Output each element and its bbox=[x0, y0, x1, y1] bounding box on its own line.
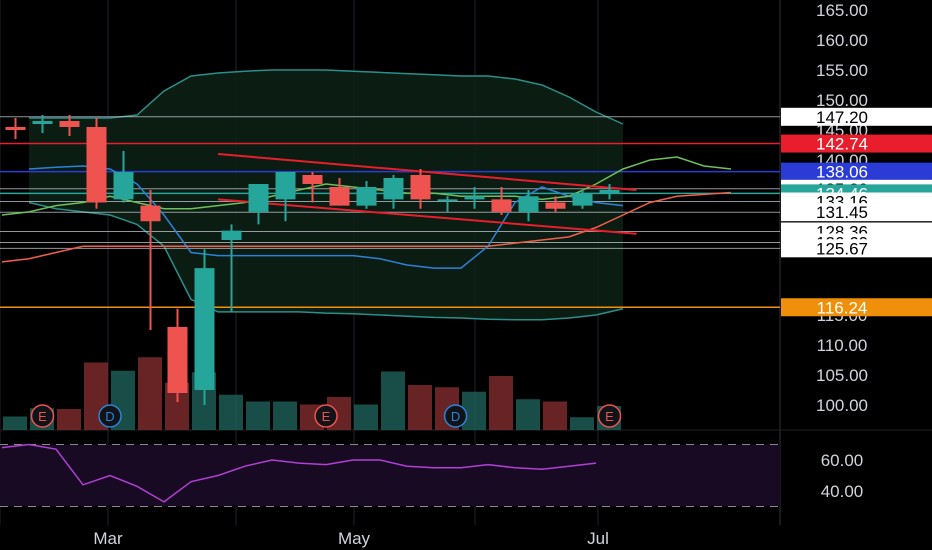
price-level-tags: 147.20142.74138.06135.20134.46133.16131.… bbox=[781, 107, 932, 317]
event-marker-label: E bbox=[38, 409, 47, 424]
candlestick-series bbox=[5, 115, 620, 405]
candle-body bbox=[5, 127, 26, 130]
price-tick-label: 160.00 bbox=[816, 31, 868, 50]
candle-body bbox=[140, 205, 161, 222]
rsi-band-fill bbox=[0, 444, 780, 507]
volume-bar bbox=[57, 409, 81, 430]
trend-channel bbox=[217, 153, 637, 235]
price-tag bbox=[781, 203, 932, 222]
candle-body bbox=[410, 175, 431, 200]
candle-body bbox=[572, 193, 593, 206]
candle-body bbox=[113, 172, 134, 200]
price-tick-label: 155.00 bbox=[816, 61, 868, 80]
candle-body bbox=[464, 196, 485, 200]
candle-body bbox=[383, 178, 404, 200]
volume-bar bbox=[354, 404, 378, 430]
trend-line bbox=[217, 198, 637, 235]
rsi-line bbox=[1, 443, 597, 503]
volume-bar bbox=[570, 417, 594, 430]
candle-body bbox=[491, 199, 512, 212]
price-tick-label: 105.00 bbox=[816, 366, 868, 385]
price-tag-label: 138.06 bbox=[816, 163, 868, 182]
event-marker-label: E bbox=[605, 409, 614, 424]
candle-body bbox=[437, 199, 458, 202]
moving-average-orange bbox=[1, 191, 732, 263]
price-tag-label: 116.24 bbox=[817, 298, 868, 317]
price-tag-label: 131.45 bbox=[816, 203, 868, 222]
event-marker-label: E bbox=[322, 409, 331, 424]
time-tick-label: May bbox=[338, 529, 371, 548]
volume-bar bbox=[516, 399, 540, 430]
candle-body bbox=[302, 175, 323, 184]
rsi-tick-label: 40.00 bbox=[821, 482, 864, 501]
volume-bar bbox=[138, 357, 162, 430]
candle-body bbox=[275, 172, 296, 200]
candle-body bbox=[545, 202, 566, 209]
time-axis: Mar May Jul bbox=[93, 529, 609, 548]
volume-bar bbox=[246, 401, 270, 430]
volume-bar bbox=[3, 416, 27, 430]
candle-body bbox=[32, 121, 53, 124]
candle-body bbox=[86, 127, 107, 203]
volume-bar bbox=[408, 385, 432, 430]
volume-bar bbox=[489, 376, 513, 430]
event-marker[interactable] bbox=[443, 404, 468, 428]
rsi-panel: 60.00 40.00 bbox=[0, 443, 864, 507]
bollinger-upper-line bbox=[29, 69, 624, 125]
event-marker[interactable] bbox=[30, 404, 55, 428]
price-tag-label: 142.74 bbox=[816, 135, 868, 154]
event-marker[interactable] bbox=[98, 404, 122, 428]
candle-body bbox=[329, 187, 350, 206]
volume-bar bbox=[219, 394, 243, 430]
price-tag-label: 147.20 bbox=[816, 108, 868, 127]
event-marker[interactable] bbox=[314, 404, 338, 428]
time-tick-label: Mar bbox=[93, 529, 123, 548]
price-tag bbox=[781, 107, 932, 126]
price-tick-label: 165.00 bbox=[816, 1, 868, 20]
candle-body bbox=[167, 327, 188, 393]
rsi-tick-label: 60.00 bbox=[821, 451, 864, 470]
price-tag bbox=[781, 134, 932, 153]
candle-body bbox=[518, 196, 539, 212]
candle-body bbox=[194, 268, 215, 390]
event-marker-label: D bbox=[451, 409, 460, 424]
trend-line bbox=[217, 153, 637, 191]
price-tag bbox=[781, 298, 932, 317]
event-marker[interactable] bbox=[597, 404, 622, 428]
volume-bar bbox=[381, 371, 405, 430]
candle-body bbox=[221, 230, 242, 240]
volume-bar bbox=[273, 401, 297, 430]
candle-body bbox=[356, 187, 377, 206]
event-marker-label: D bbox=[105, 409, 114, 424]
bollinger-lower-line bbox=[28, 201, 624, 321]
price-tag bbox=[781, 162, 932, 181]
candle-body bbox=[599, 190, 620, 194]
price-tag bbox=[781, 239, 932, 258]
price-tag-label: 125.67 bbox=[816, 239, 868, 258]
price-tick-label: 100.00 bbox=[816, 396, 868, 415]
time-tick-label: Jul bbox=[587, 529, 609, 548]
price-tick-label: 110.00 bbox=[817, 336, 868, 355]
candle-body bbox=[248, 184, 269, 212]
volume-bar bbox=[543, 401, 567, 430]
candle-body bbox=[59, 121, 80, 127]
price-tick-label: 150.00 bbox=[816, 91, 868, 110]
